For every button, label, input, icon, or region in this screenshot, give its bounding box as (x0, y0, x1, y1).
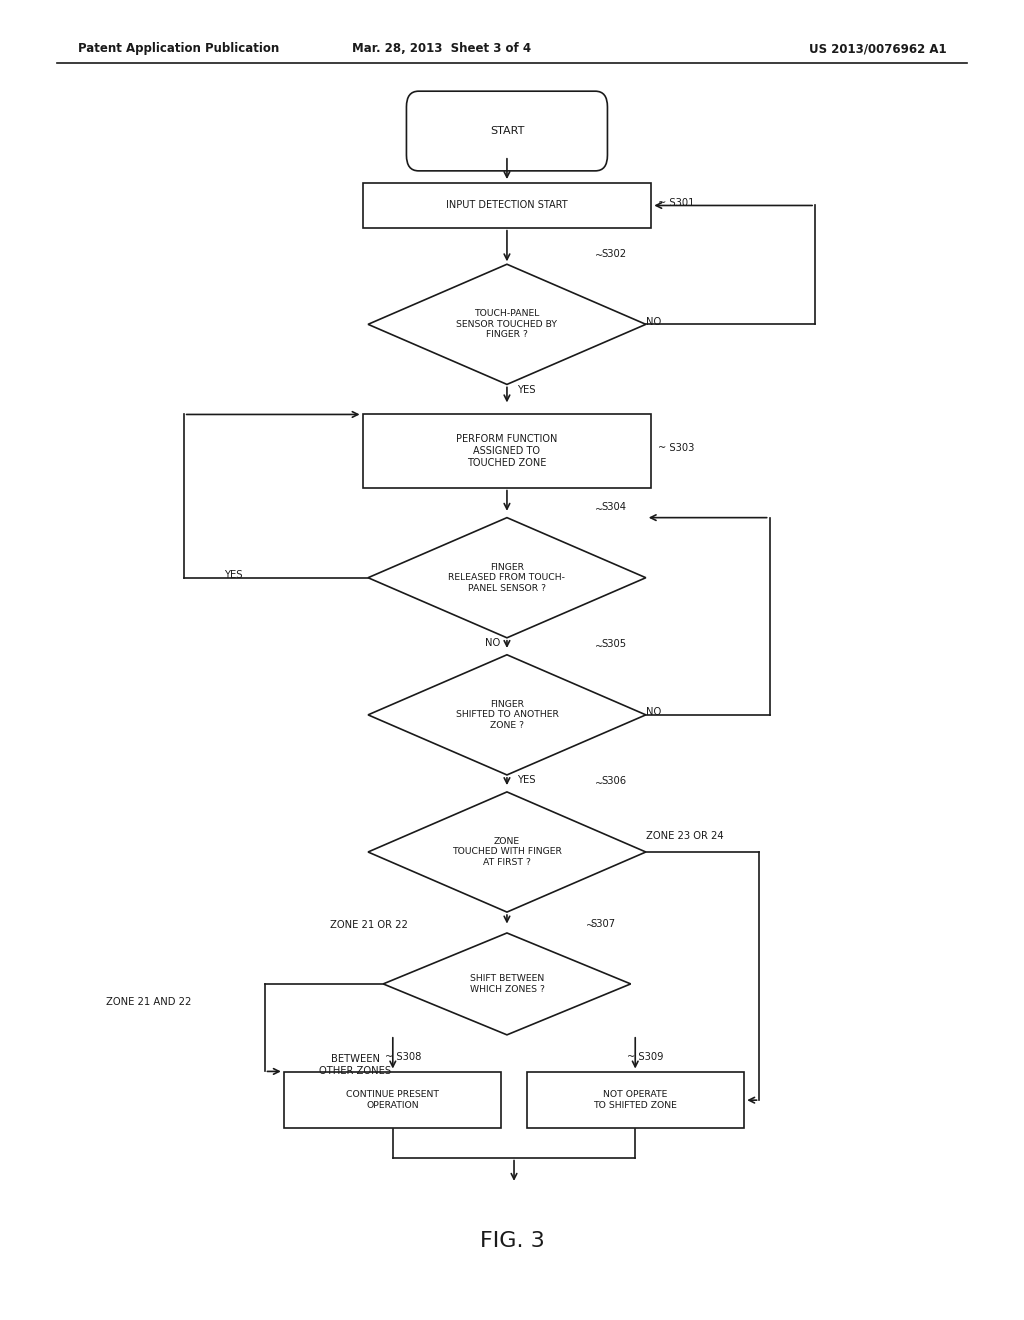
Text: NO: NO (484, 638, 500, 648)
Polygon shape (383, 933, 631, 1035)
Text: START: START (489, 125, 524, 136)
Polygon shape (368, 655, 646, 775)
Text: ~ S301: ~ S301 (658, 198, 695, 207)
Text: FINGER
RELEASED FROM TOUCH-
PANEL SENSOR ?: FINGER RELEASED FROM TOUCH- PANEL SENSOR… (449, 562, 565, 593)
Bar (526, 1072, 743, 1129)
Text: ~: ~ (586, 921, 594, 932)
Polygon shape (368, 517, 646, 638)
Text: ZONE 21 AND 22: ZONE 21 AND 22 (105, 997, 191, 1007)
Text: S307: S307 (591, 919, 615, 929)
Text: YES: YES (517, 384, 536, 395)
Text: FIG. 3: FIG. 3 (479, 1232, 545, 1251)
Text: ~: ~ (595, 779, 603, 789)
Text: ~: ~ (595, 251, 603, 261)
Bar (364, 414, 651, 487)
Text: Mar. 28, 2013  Sheet 3 of 4: Mar. 28, 2013 Sheet 3 of 4 (351, 42, 530, 55)
Text: NO: NO (646, 708, 662, 717)
Text: S302: S302 (601, 248, 626, 259)
Text: ZONE 23 OR 24: ZONE 23 OR 24 (646, 832, 724, 841)
FancyBboxPatch shape (407, 91, 607, 170)
Text: ZONE
TOUCHED WITH FINGER
AT FIRST ?: ZONE TOUCHED WITH FINGER AT FIRST ? (452, 837, 562, 867)
Text: Patent Application Publication: Patent Application Publication (78, 42, 279, 55)
Text: NOT OPERATE
TO SHIFTED ZONE: NOT OPERATE TO SHIFTED ZONE (593, 1090, 677, 1110)
Text: US 2013/0076962 A1: US 2013/0076962 A1 (809, 42, 946, 55)
Text: SHIFT BETWEEN
WHICH ZONES ?: SHIFT BETWEEN WHICH ZONES ? (470, 974, 545, 994)
Text: ZONE 21 OR 22: ZONE 21 OR 22 (330, 920, 408, 931)
Text: S304: S304 (601, 502, 626, 512)
Text: YES: YES (224, 570, 243, 579)
Text: PERFORM FUNCTION
ASSIGNED TO
TOUCHED ZONE: PERFORM FUNCTION ASSIGNED TO TOUCHED ZON… (457, 434, 558, 467)
Polygon shape (368, 264, 646, 384)
Bar (285, 1072, 502, 1129)
Text: FINGER
SHIFTED TO ANOTHER
ZONE ?: FINGER SHIFTED TO ANOTHER ZONE ? (456, 700, 558, 730)
Text: ~: ~ (595, 504, 603, 515)
Text: ~ S308: ~ S308 (385, 1052, 421, 1063)
Text: INPUT DETECTION START: INPUT DETECTION START (446, 201, 567, 210)
Text: BETWEEN
OTHER ZONES: BETWEEN OTHER ZONES (319, 1055, 391, 1076)
Text: NO: NO (646, 317, 662, 327)
Text: S305: S305 (601, 639, 626, 649)
Text: CONTINUE PRESENT
OPERATION: CONTINUE PRESENT OPERATION (346, 1090, 439, 1110)
Text: YES: YES (517, 775, 536, 785)
Text: TOUCH-PANEL
SENSOR TOUCHED BY
FINGER ?: TOUCH-PANEL SENSOR TOUCHED BY FINGER ? (457, 309, 557, 339)
Text: ~ S309: ~ S309 (627, 1052, 664, 1063)
Bar (364, 183, 651, 227)
Polygon shape (368, 792, 646, 912)
Text: ~ S303: ~ S303 (658, 444, 695, 453)
Text: ~: ~ (595, 642, 603, 652)
Text: S306: S306 (601, 776, 626, 787)
